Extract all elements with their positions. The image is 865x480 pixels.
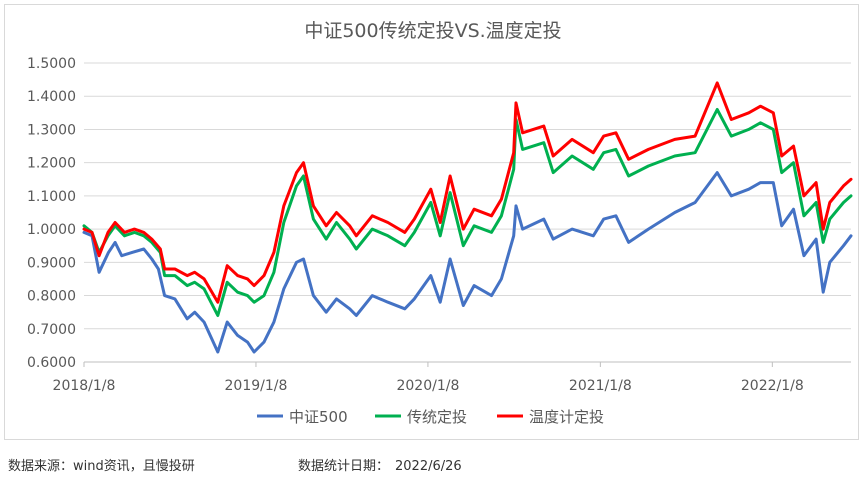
legend: 中证500 传统定投 温度计定投 <box>257 408 604 426</box>
source-note: 数据来源：wind资讯，且慢投研 <box>8 459 195 474</box>
footer: 数据来源：wind资讯，且慢投研 数据统计日期： 2022/6/26 <box>8 455 462 474</box>
chart-svg: 中证500传统定投VS.温度定投 0.6000 0.7000 0.8000 0.900… <box>27 20 853 426</box>
stat-date-label: 数据统计日期： <box>298 459 390 474</box>
chart-frame: 中证500传统定投VS.温度定投 0.6000 0.7000 0.8000 0.900… <box>4 4 859 440</box>
series-line-1 <box>82 171 853 354</box>
x-tick-label: 2018/1/8 <box>53 378 116 394</box>
y-tick-label: 1.0000 <box>27 222 76 238</box>
y-tick-label: 0.7000 <box>27 322 76 338</box>
x-tick-label: 2022/1/8 <box>741 378 804 394</box>
grid-layer <box>84 62 851 363</box>
legend-label-1: 中证500 <box>289 408 348 426</box>
series-line-2 <box>82 108 853 317</box>
y-tick-label: 1.1000 <box>27 189 76 205</box>
x-axis: 2018/1/8 2019/1/8 2020/1/8 2021/1/8 2022/1/8 <box>53 361 851 394</box>
x-tick-label: 2020/1/8 <box>396 378 459 394</box>
y-tick-label: 0.6000 <box>27 355 76 371</box>
stat-date: 2022/6/26 <box>395 459 462 474</box>
y-tick-labels: 0.6000 0.7000 0.8000 0.9000 1.0000 1.1000 1.20… <box>27 56 76 371</box>
y-tick-label: 1.4000 <box>27 89 76 105</box>
y-tick-label: 1.5000 <box>27 56 76 72</box>
y-tick-label: 0.8000 <box>27 289 76 305</box>
y-tick-label: 1.2000 <box>27 156 76 172</box>
x-tick-label: 2021/1/8 <box>569 378 632 394</box>
y-tick-label: 0.9000 <box>27 255 76 271</box>
series-layer <box>82 81 853 354</box>
x-tick-label: 2019/1/8 <box>225 378 288 394</box>
legend-label-3: 温度计定投 <box>529 408 604 426</box>
chart-title: 中证500传统定投VS.温度定投 <box>304 20 561 42</box>
series-line-3 <box>82 81 853 304</box>
y-tick-label: 1.3000 <box>27 122 76 138</box>
legend-label-2: 传统定投 <box>407 408 467 426</box>
